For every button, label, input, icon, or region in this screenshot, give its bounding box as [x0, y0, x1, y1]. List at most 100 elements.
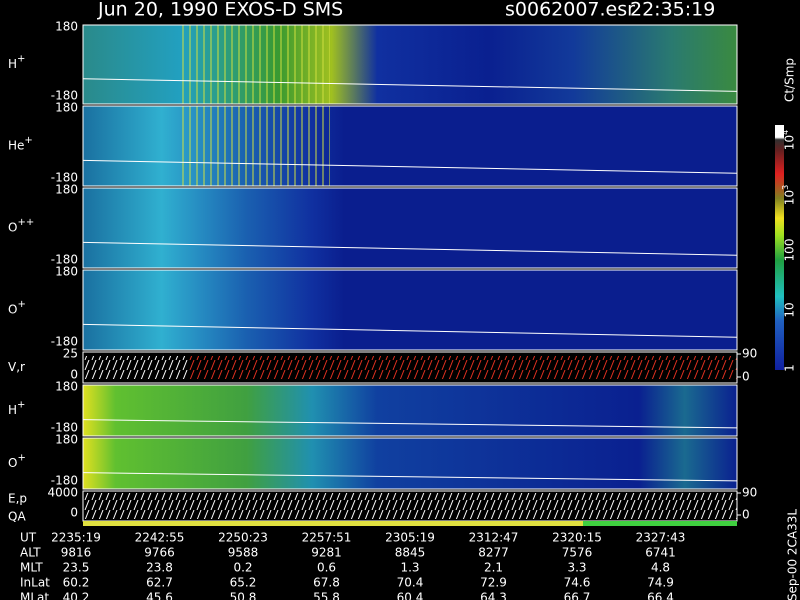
y2-tick-label: 90: [742, 347, 757, 361]
y-tick-label: 0: [70, 368, 78, 382]
y2-tick-label: 90: [742, 486, 757, 500]
cell: 8845: [395, 546, 426, 560]
panel-label: V,r: [8, 360, 25, 374]
cell: 23.5: [63, 561, 90, 575]
cell: 3.3: [567, 561, 586, 575]
panel-charge: +: [17, 453, 25, 464]
colorbar-tick-exponent: 4: [781, 130, 790, 135]
spectrogram: [83, 188, 737, 268]
cell: 0.6: [317, 561, 336, 575]
spectrogram: [83, 438, 737, 489]
cell: 45.6: [146, 591, 173, 600]
colorbar-tick-label: 103: [781, 185, 797, 205]
velocity-traces: [188, 356, 570, 379]
cell: 6741: [645, 546, 676, 560]
row-label: ALT: [20, 546, 41, 560]
cell: 62.7: [146, 576, 173, 590]
title: Jun 20, 1990 EXOS-D SMS: [97, 0, 343, 21]
cell: 2327:43: [636, 531, 686, 545]
panel-label: O+: [8, 299, 26, 317]
panel-frame: [82, 351, 738, 384]
y2-tick-label: 0: [742, 370, 750, 384]
row-label: MLat: [20, 591, 49, 600]
row-label: MLT: [20, 561, 43, 575]
cell: 9766: [144, 546, 175, 560]
velocity-traces: [83, 356, 188, 379]
panel-charge: +: [17, 54, 25, 65]
colorbar-unit: Ct/Smp: [783, 58, 797, 102]
cell: 9588: [228, 546, 259, 560]
panel-frame: [82, 24, 738, 105]
cell: 7576: [562, 546, 593, 560]
cell: 70.4: [397, 576, 424, 590]
y2-tick-label: 0: [742, 508, 750, 522]
colorbar-tick-label: 100: [783, 239, 797, 262]
info-table: UT 2235:19 2242:55 2250:23 2257:51 2305:19 231…: [20, 531, 685, 600]
y-tick-label: -180: [51, 474, 78, 488]
spectrogram-stripes: [180, 25, 330, 104]
colorbar-ticks: 104 103 100 10 1: [781, 130, 797, 372]
panel-frame: [82, 384, 738, 437]
cell: 2250:23: [218, 531, 268, 545]
cell: 2242:55: [135, 531, 185, 545]
cell: 2320:15: [552, 531, 602, 545]
y-tick-label: -180: [51, 421, 78, 435]
panel-label: O++: [8, 217, 34, 235]
qa-bar: [83, 521, 583, 526]
panel-frame: [82, 269, 738, 351]
cell: 9281: [311, 546, 342, 560]
cell: 9816: [61, 546, 92, 560]
cell: 1.3: [400, 561, 419, 575]
panel-label: H+: [8, 400, 25, 418]
pitch-angle-curve: [82, 472, 738, 482]
velocity-traces: [570, 356, 737, 379]
colorbar-tick-label: 10: [783, 302, 797, 317]
spectrogram-stripes: [180, 106, 330, 186]
row-label: InLat: [20, 576, 50, 590]
pitch-angle-curve: [82, 78, 738, 92]
panel-label: H+: [8, 54, 25, 72]
cell: 64.3: [480, 591, 507, 600]
y-tick-label: -180: [51, 171, 78, 185]
cell: 74.9: [647, 576, 674, 590]
spectrogram: [83, 270, 737, 350]
cell: 74.6: [564, 576, 591, 590]
panel-charge: ++: [17, 217, 34, 228]
cell: 8277: [478, 546, 509, 560]
y-tick-label: 4000: [47, 486, 78, 500]
panel-frame: [82, 187, 738, 269]
row-label: UT: [20, 531, 37, 545]
y-tick-label: 180: [55, 20, 78, 34]
cell: 2235:19: [51, 531, 101, 545]
cell: 66.7: [564, 591, 591, 600]
cell: 2312:47: [469, 531, 519, 545]
cell: 67.8: [313, 576, 340, 590]
cell: 0.2: [233, 561, 252, 575]
y-tick-label: 180: [55, 433, 78, 447]
cell: 60.2: [63, 576, 90, 590]
pitch-angle-curve: [82, 241, 738, 256]
y-tick-label: -180: [51, 253, 78, 267]
cell: 40.2: [63, 591, 90, 600]
y-tick-label: 180: [55, 265, 78, 279]
colorbar-tick-label: 104: [781, 130, 797, 150]
panel-label: E,p: [8, 492, 27, 506]
file-name: s0062007.esr: [505, 0, 635, 21]
cell: 23.8: [146, 561, 173, 575]
panel-label: QA: [8, 510, 26, 524]
energy-traces: [83, 493, 737, 519]
panel-charge: +: [24, 135, 32, 146]
time: 22:35:19: [630, 0, 715, 21]
qa-bar: [583, 521, 737, 526]
cell: 4.8: [651, 561, 670, 575]
pitch-angle-curve: [82, 323, 738, 338]
y-tick-label: -180: [51, 335, 78, 349]
y-tick-label: 180: [55, 380, 78, 394]
cell: 50.8: [230, 591, 257, 600]
cell: 60.4: [397, 591, 424, 600]
pitch-angle-curve: [82, 159, 738, 174]
pitch-angle-curve: [82, 419, 738, 429]
spectrogram: [83, 385, 737, 436]
y-tick-label: 180: [55, 183, 78, 197]
